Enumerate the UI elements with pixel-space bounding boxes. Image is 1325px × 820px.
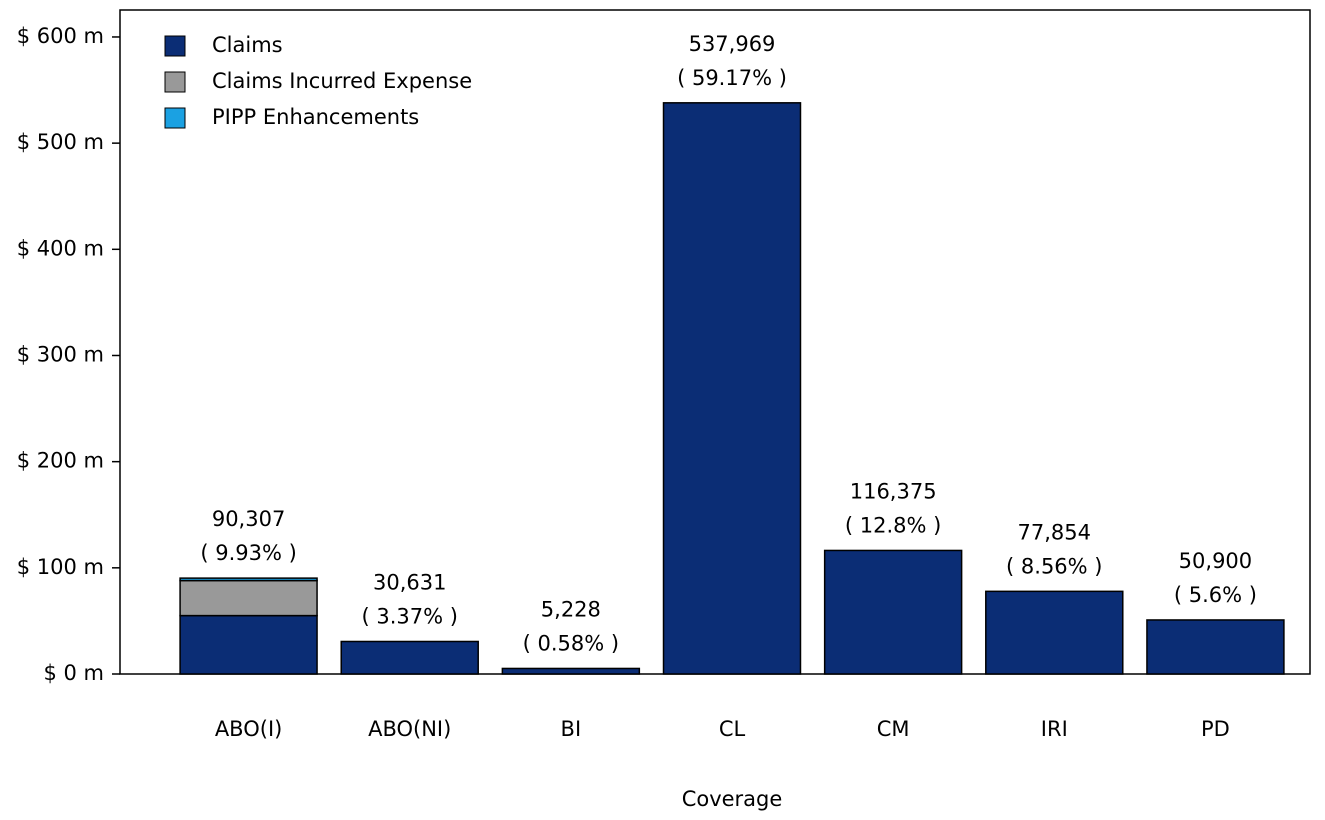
total-label: 90,307	[212, 507, 285, 531]
bar-segment	[823, 549, 963, 675]
y-tick-label: $ 100 m	[17, 555, 104, 579]
bar-segment	[1146, 619, 1285, 675]
legend-label: PIPP Enhancements	[212, 105, 419, 129]
x-tick-label: IRI	[1041, 717, 1068, 741]
bar-segment	[340, 640, 479, 675]
legend-label: Claims Incurred Expense	[212, 69, 472, 93]
total-label: 30,631	[373, 570, 446, 594]
y-tick-label: $ 300 m	[17, 342, 104, 366]
total-label: 116,375	[850, 479, 937, 503]
legend-swatch	[164, 107, 186, 129]
share-label: ( 3.37% )	[361, 604, 457, 628]
legend-swatch	[164, 71, 186, 93]
x-tick-label: ABO(I)	[215, 717, 283, 741]
x-axis-title: Coverage	[682, 787, 783, 811]
x-tick-label: BI	[561, 717, 582, 741]
legend-swatch	[164, 35, 186, 57]
y-tick-label: $ 400 m	[17, 236, 104, 260]
share-label: ( 9.93% )	[200, 541, 296, 565]
total-label: 537,969	[689, 32, 776, 56]
share-label: ( 0.58% )	[523, 631, 619, 655]
total-label: 77,854	[1018, 520, 1091, 544]
share-label: ( 5.6% )	[1174, 583, 1257, 607]
total-label: 5,228	[541, 597, 601, 621]
total-label: 50,900	[1179, 549, 1252, 573]
bar-segment	[179, 577, 318, 582]
share-label: ( 59.17% )	[677, 66, 787, 90]
x-tick-label: PD	[1201, 717, 1230, 741]
y-tick-label: $ 200 m	[17, 449, 104, 473]
y-tick-label: $ 0 m	[43, 661, 104, 685]
share-label: ( 12.8% )	[845, 513, 941, 537]
x-tick-label: CM	[877, 717, 910, 741]
x-tick-label: CL	[719, 717, 746, 741]
x-tick-label: ABO(NI)	[368, 717, 451, 741]
bar-segment	[662, 102, 802, 675]
bar-segment	[179, 579, 318, 617]
bar-segment	[501, 667, 641, 675]
y-tick-label: $ 600 m	[17, 24, 104, 48]
y-tick-label: $ 500 m	[17, 130, 104, 154]
share-label: ( 8.56% )	[1006, 554, 1102, 578]
bar-segment	[985, 590, 1124, 675]
legend-label: Claims	[212, 33, 283, 57]
bar-segment	[179, 614, 318, 675]
